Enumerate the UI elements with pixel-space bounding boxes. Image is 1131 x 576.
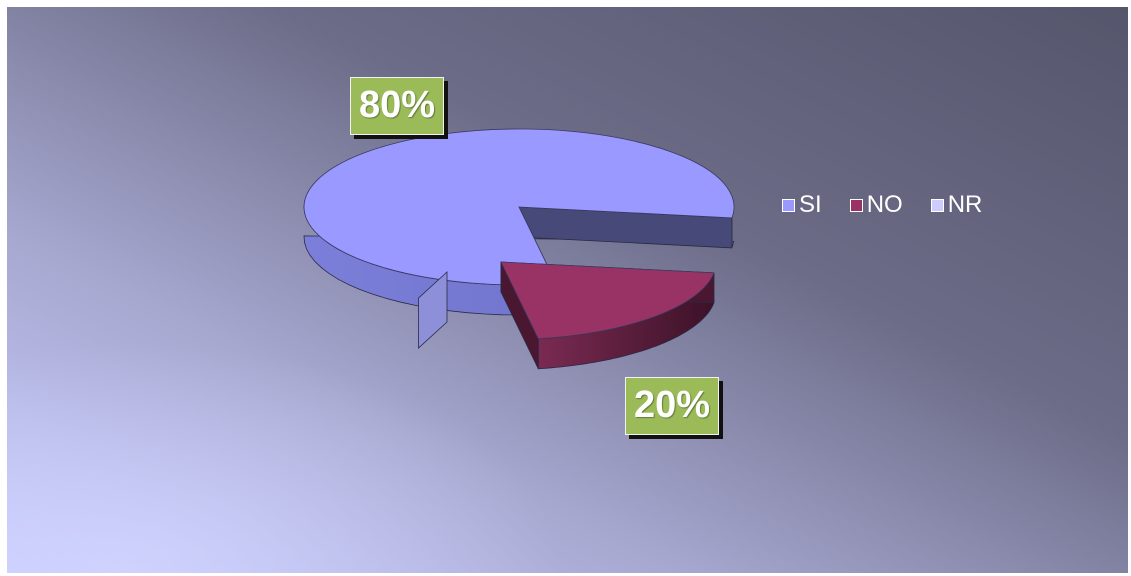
- pie-slice-nr: [418, 271, 448, 350]
- pie-chart: [303, 128, 735, 370]
- legend-item-si: SI: [782, 191, 822, 219]
- legend-swatch-si: [782, 198, 795, 212]
- data-label-si: 80%: [350, 77, 445, 135]
- legend: SI NO NR: [782, 191, 982, 219]
- legend-item-no: NO: [849, 191, 903, 219]
- legend-label-nr: NR: [947, 191, 983, 218]
- data-label-no: 20%: [625, 377, 720, 435]
- legend-item-nr: NR: [930, 191, 983, 219]
- legend-swatch-nr: [930, 198, 944, 212]
- legend-swatch-no: [849, 198, 863, 212]
- pie-slice-no: [500, 261, 715, 370]
- legend-label-si: SI: [799, 191, 822, 218]
- legend-label-no: NO: [866, 191, 903, 218]
- chart-area: 80% 20% SI NO NR: [7, 7, 1128, 573]
